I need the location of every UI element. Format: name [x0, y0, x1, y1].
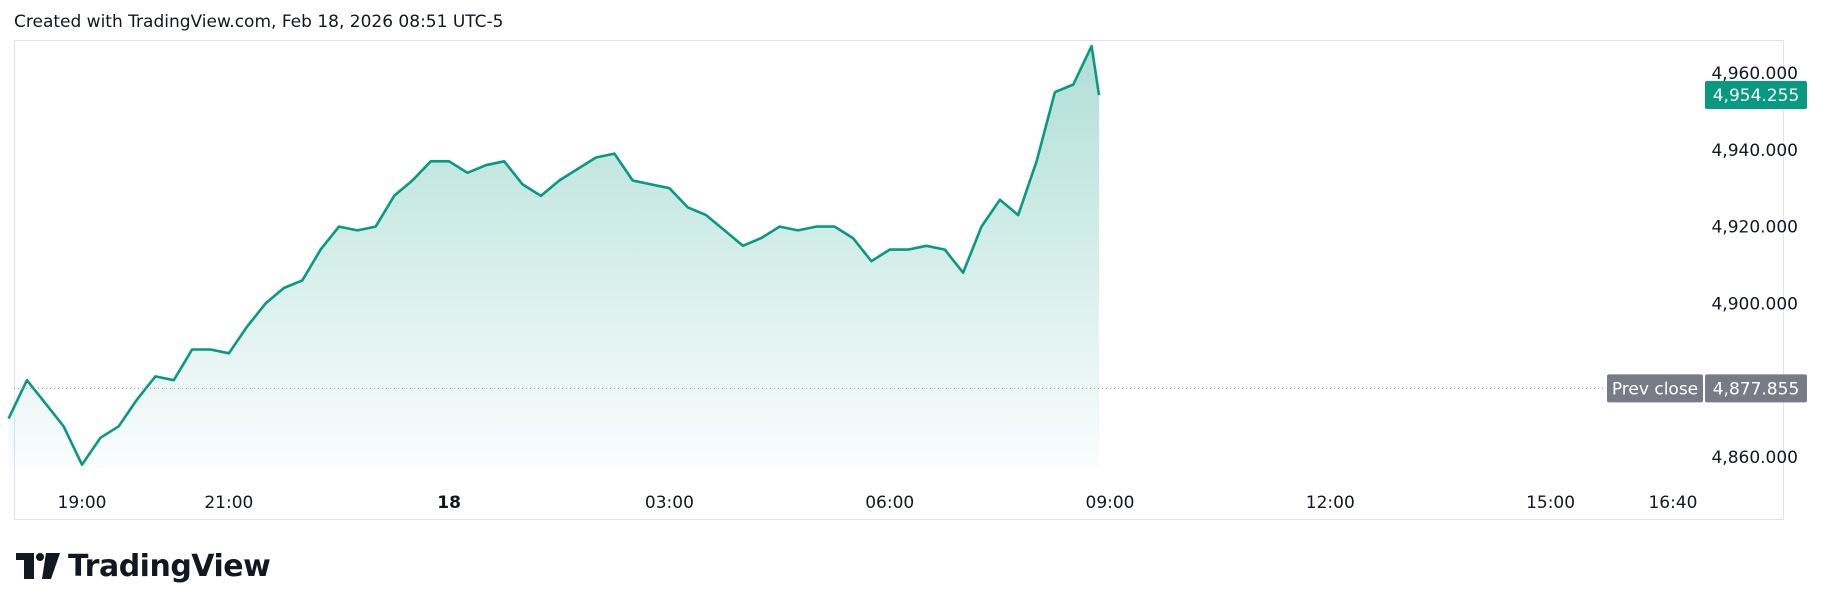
last-price-badge-text: 4,954.255 [1713, 86, 1800, 106]
tradingview-logo-text: TradingView [68, 548, 271, 584]
x-tick-label: 19:00 [58, 493, 107, 513]
x-tick-label: 03:00 [645, 493, 694, 513]
last-price-badge-bg [1705, 81, 1807, 110]
price-area-fill [8, 46, 1100, 468]
x-tick-label: 09:00 [1086, 493, 1135, 513]
price-chart[interactable]: 4,960.000 4,940.000 4,920.000 4,900.000 4,86… [0, 0, 1830, 540]
y-tick-label: 4,960.000 [1711, 64, 1798, 84]
x-tick-label: 16:40 [1648, 493, 1697, 513]
x-tick-label: 12:00 [1306, 493, 1355, 513]
prev-close-label-badge-text: Prev close [1612, 379, 1698, 399]
chart-frame [14, 40, 1784, 520]
prev-close-label-badge: Prev close [1607, 374, 1703, 403]
x-tick-label: 21:00 [204, 493, 253, 513]
tradingview-logo-icon [16, 553, 60, 579]
prev-close-value-badge: 4,877.855 [1705, 374, 1807, 403]
price-line[interactable] [7, 44, 1101, 466]
chart-header: Created with TradingView.com, Feb 18, 20… [14, 12, 504, 32]
prev-close-label-badge-bg [1607, 374, 1703, 403]
x-tick-label: 15:00 [1526, 493, 1575, 513]
last-price-badge: 4,954.255 [1705, 81, 1807, 110]
prev-close-value-badge-text: 4,877.855 [1713, 379, 1800, 399]
y-tick-label: 4,940.000 [1711, 141, 1798, 161]
x-tick-label: 06:00 [865, 493, 914, 513]
tradingview-logo[interactable]: TradingView [16, 548, 271, 584]
prev-close-value-badge-bg [1705, 374, 1807, 403]
x-tick-label: 18 [437, 493, 461, 513]
y-tick-label: 4,900.000 [1711, 294, 1798, 314]
y-tick-label: 4,920.000 [1711, 218, 1798, 238]
y-tick-label: 4,860.000 [1711, 448, 1798, 468]
